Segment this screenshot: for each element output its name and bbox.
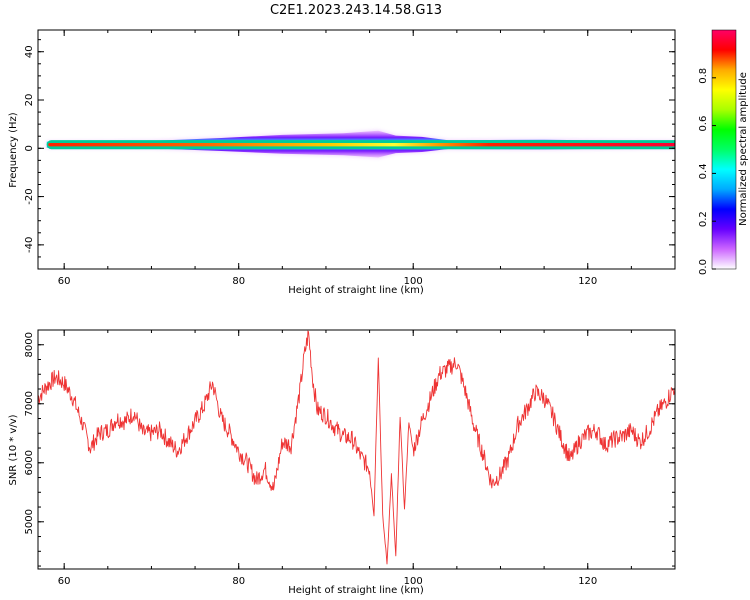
snr-ytick-label: 6000 [24, 450, 35, 475]
spectral-band [46, 130, 675, 158]
colorbar-gradient [711, 29, 737, 270]
snr-series-line [38, 330, 675, 565]
spectrogram-ticks: 60 80 100 120 -40 -20 0 20 40 [24, 30, 676, 287]
spectrogram-axes-frame [37, 29, 676, 270]
figure-title: C2E1.2023.243.14.58.G13 [270, 3, 442, 18]
snr-ylabel: SNR (10 * v/v) [8, 414, 19, 485]
colorbar-tick-label: 0.2 [698, 211, 709, 227]
colorbar-tick-label: 0.4 [698, 163, 709, 179]
colorbar-tick-label: 0.8 [698, 68, 709, 84]
snr-xtick-label: 60 [58, 576, 71, 587]
spectrogram-xtick-label: 100 [404, 276, 423, 287]
snr-ytick-label: 5000 [24, 509, 35, 534]
spectrogram-panel: 60 80 100 120 -40 -20 0 20 40 Height of straight… [8, 29, 676, 296]
colorbar-tick-label: 0.0 [698, 259, 709, 275]
spectrogram-ytick-label: 0 [24, 145, 35, 151]
colorbar-label: Normalized spectral amplitude [738, 72, 749, 226]
colorbar-tick-label: 0.6 [698, 116, 709, 132]
spectrogram-ylabel: Frequency (Hz) [8, 112, 19, 188]
colorbar-ticks: 0.0 0.2 0.4 0.6 0.8 [698, 68, 716, 275]
spectrogram-ytick-label: 40 [24, 45, 35, 58]
spectrogram-ytick-label: -40 [24, 237, 35, 253]
snr-ticks: 60 80 100 120 5000 6000 7000 8000 [24, 329, 676, 587]
snr-xtick-label: 120 [578, 576, 597, 587]
snr-ytick-label: 7000 [24, 391, 35, 416]
spectrogram-xlabel: Height of straight line (km) [288, 285, 424, 296]
spectrogram-ytick-label: -20 [24, 188, 35, 204]
snr-xtick-label: 80 [232, 576, 245, 587]
spectrogram-xtick-label: 60 [58, 276, 71, 287]
colorbar: 0.0 0.2 0.4 0.6 0.8 Normalized spectral ampl… [698, 29, 749, 275]
spectrogram-xtick-label: 80 [232, 276, 245, 287]
snr-panel: 60 80 100 120 5000 6000 7000 8000 Height of str… [8, 329, 676, 596]
spectral-band-core [48, 143, 675, 147]
snr-axes-frame [37, 329, 676, 570]
snr-xtick-label: 100 [404, 576, 423, 587]
snr-xlabel: Height of straight line (km) [288, 585, 424, 596]
snr-ytick-label: 8000 [24, 332, 35, 357]
spectrogram-xtick-label: 120 [578, 276, 597, 287]
spectrogram-ytick-label: 20 [24, 94, 35, 107]
